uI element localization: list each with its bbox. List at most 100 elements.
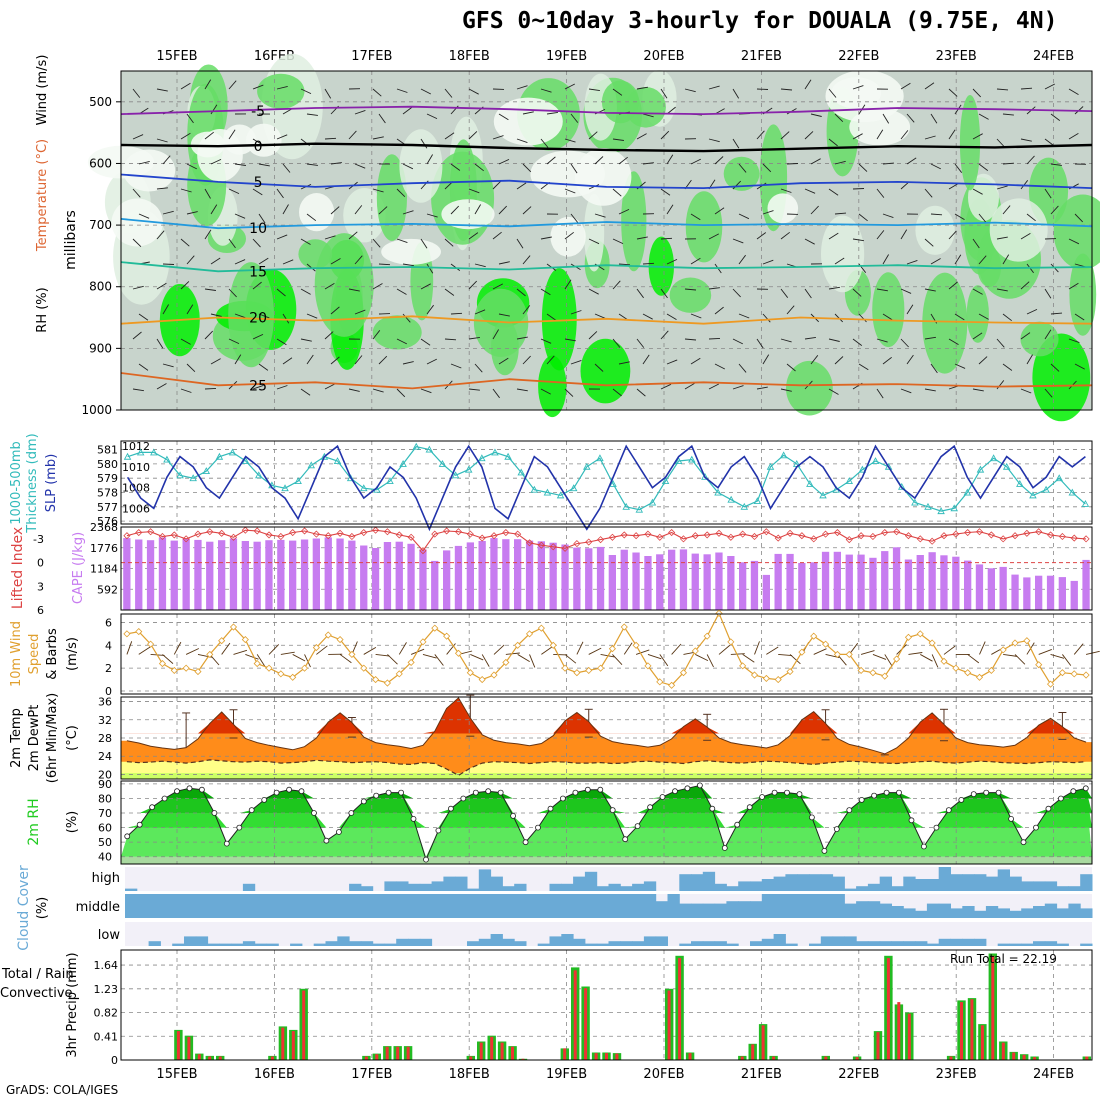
precip-tick-label: 0.41 (94, 1030, 119, 1043)
cloud-bar (148, 894, 161, 918)
wind-barb (780, 88, 793, 91)
wind-barb (612, 188, 622, 197)
wind-barb (516, 182, 527, 190)
wind-barb (660, 288, 668, 299)
wind-barb (402, 361, 414, 365)
wind-barb-10m (789, 654, 801, 665)
wind-barb (210, 204, 218, 215)
wind-barb (1002, 205, 1011, 215)
wind-barb-10m (872, 654, 887, 660)
wind-barb (618, 361, 630, 365)
wind-barb (660, 330, 669, 340)
wind-barb (444, 338, 457, 341)
wind-barb (252, 238, 261, 248)
rh-point (995, 789, 1002, 796)
isotherm-line (120, 142, 1093, 153)
cape-bar (679, 549, 688, 610)
wind-barb (732, 88, 740, 99)
wind-barb (354, 309, 366, 315)
wind-barb (612, 88, 623, 96)
cloud-bar (702, 871, 716, 891)
rh-point (1045, 805, 1052, 812)
wind-speed-line (126, 611, 1087, 686)
wind-barb-10m (280, 651, 295, 655)
wind-speed-point (407, 658, 415, 666)
rh-point (211, 810, 218, 816)
cape-bar (478, 541, 486, 610)
thickness-axis-label-1: 1000-500mb (9, 441, 24, 525)
wind-barb (900, 388, 912, 394)
thickness-point (281, 484, 289, 492)
wind-barb (348, 130, 357, 140)
rh-point (311, 810, 317, 816)
wind-speed-point (585, 666, 593, 674)
wind-barb (762, 163, 772, 173)
wind-barb (852, 85, 864, 90)
lifted-index-point (360, 528, 368, 537)
cloud-bar (419, 894, 433, 918)
wind-barb (738, 163, 747, 173)
precip-convective-bar (594, 1053, 598, 1060)
cloud-bar (867, 901, 881, 918)
wind-barb (492, 329, 499, 340)
wind-speed-point (194, 668, 202, 676)
lifted-index-point (218, 529, 226, 537)
precip-convective-bar (302, 990, 306, 1060)
wind-barb (204, 330, 214, 340)
isotherm-line (120, 173, 1093, 190)
wind-speed-point (774, 676, 782, 684)
wind-barb (420, 283, 431, 290)
rh-point (547, 805, 554, 812)
wind-barb (468, 232, 479, 240)
wind-barb (516, 238, 524, 249)
lifted-index-point (952, 530, 960, 538)
cloud-bar (561, 934, 574, 946)
wind-barb (828, 232, 839, 240)
rh-dry-region (111, 198, 163, 247)
cloud-bar (608, 894, 621, 918)
wind-barb (906, 354, 914, 365)
wind-barb-10m (292, 654, 306, 662)
wind-barb (546, 313, 557, 321)
rh-region (541, 268, 577, 371)
rh-region (685, 191, 723, 263)
thickness-point (478, 454, 486, 462)
wind-barb (156, 282, 167, 290)
wind-barb (564, 138, 576, 143)
wind-barb (156, 383, 167, 390)
wind-barb (234, 259, 246, 265)
wind-barb-10m (576, 641, 584, 655)
wind-speed-point (940, 657, 948, 665)
precip-convective-bar (1012, 1052, 1016, 1060)
wind-barb-10m (860, 650, 875, 655)
precip-convective-bar (270, 1056, 274, 1060)
cloud-bar (372, 894, 385, 918)
cloud-bar (643, 881, 657, 891)
lifted-index-point (289, 528, 297, 537)
wind-barb (306, 163, 318, 166)
cloud-bar (1068, 903, 1081, 918)
rh-point (796, 791, 803, 797)
cloud-bar (360, 894, 374, 918)
thickness-tick-label: 576 (97, 515, 118, 528)
cape-bar (537, 541, 545, 610)
wind-barb (474, 309, 486, 315)
wind-barb (186, 255, 195, 265)
cloud-bar (879, 903, 892, 918)
thickness-point (740, 502, 749, 510)
wind-speed-point (490, 671, 498, 679)
rh-region (966, 285, 989, 343)
cloud-bar (478, 894, 492, 918)
wind-tick-label: 2 (105, 662, 112, 675)
wind-barb (516, 85, 528, 90)
cloud-bar (856, 901, 869, 918)
wind-barb-10m (387, 654, 398, 665)
rh-region (580, 338, 631, 404)
wind-barb (876, 288, 888, 292)
cape-bar (407, 543, 415, 610)
wind-barb (180, 338, 191, 345)
wind-barb-10m (1062, 654, 1072, 666)
wind-barb (954, 313, 965, 321)
wind-speed-point (561, 664, 569, 672)
lifted-index-point (466, 530, 474, 538)
